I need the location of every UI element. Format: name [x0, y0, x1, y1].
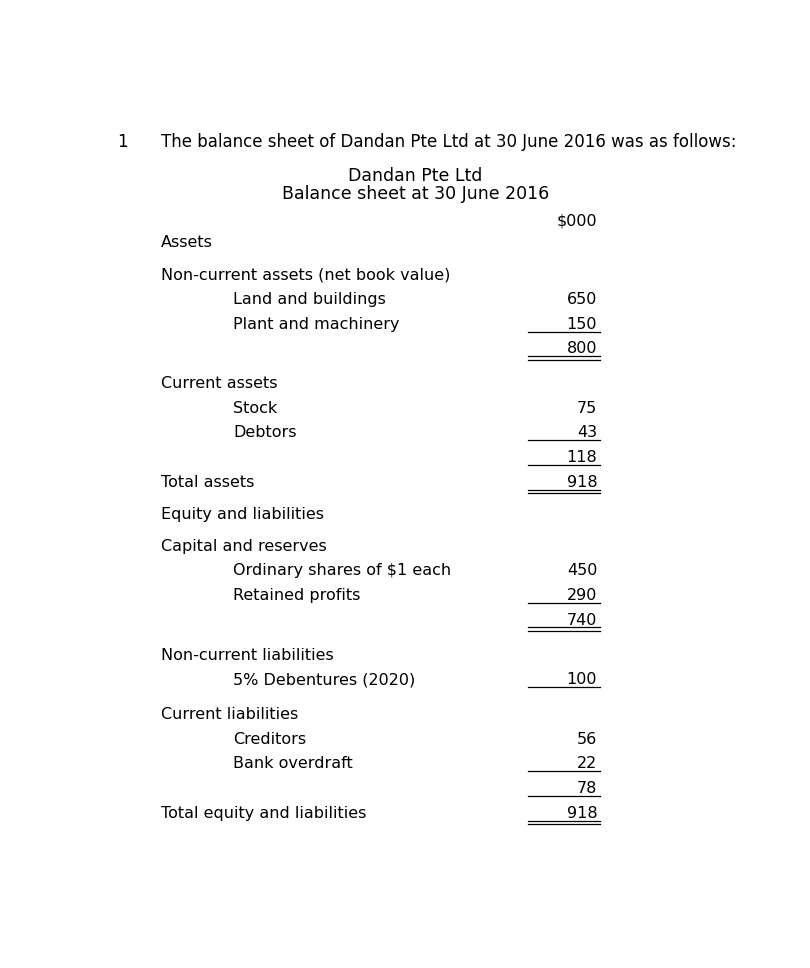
Text: Non-current assets (net book value): Non-current assets (net book value) — [161, 267, 450, 283]
Text: 1: 1 — [117, 133, 127, 151]
Text: Creditors: Creditors — [233, 732, 306, 747]
Text: 43: 43 — [577, 426, 597, 440]
Text: 650: 650 — [567, 292, 597, 307]
Text: 100: 100 — [567, 672, 597, 687]
Text: Debtors: Debtors — [233, 426, 296, 440]
Text: The balance sheet of Dandan Pte Ltd at 30 June 2016 was as follows:: The balance sheet of Dandan Pte Ltd at 3… — [161, 133, 736, 151]
Text: Stock: Stock — [233, 401, 277, 416]
Text: 918: 918 — [566, 474, 597, 490]
Text: Non-current liabilities: Non-current liabilities — [161, 648, 334, 663]
Text: Total equity and liabilities: Total equity and liabilities — [161, 805, 366, 821]
Text: Land and buildings: Land and buildings — [233, 292, 386, 307]
Text: Ordinary shares of $1 each: Ordinary shares of $1 each — [233, 563, 451, 578]
Text: Current liabilities: Current liabilities — [161, 708, 298, 722]
Text: Assets: Assets — [161, 235, 213, 251]
Text: Equity and liabilities: Equity and liabilities — [161, 506, 324, 522]
Text: 5% Debentures (2020): 5% Debentures (2020) — [233, 672, 416, 687]
Text: 450: 450 — [567, 563, 597, 578]
Text: 118: 118 — [566, 450, 597, 465]
Text: Retained profits: Retained profits — [233, 588, 360, 603]
Text: 22: 22 — [577, 756, 597, 771]
Text: Bank overdraft: Bank overdraft — [233, 756, 353, 771]
Text: Capital and reserves: Capital and reserves — [161, 539, 326, 554]
Text: Plant and machinery: Plant and machinery — [233, 317, 399, 332]
Text: 290: 290 — [567, 588, 597, 603]
Text: Total assets: Total assets — [161, 474, 254, 490]
Text: 75: 75 — [577, 401, 597, 416]
Text: Dandan Pte Ltd: Dandan Pte Ltd — [348, 166, 482, 185]
Text: $000: $000 — [556, 213, 597, 228]
Text: 78: 78 — [577, 781, 597, 796]
Text: Current assets: Current assets — [161, 377, 277, 391]
Text: 56: 56 — [577, 732, 597, 747]
Text: 150: 150 — [567, 317, 597, 332]
Text: Balance sheet at 30 June 2016: Balance sheet at 30 June 2016 — [282, 185, 548, 202]
Text: 800: 800 — [567, 342, 597, 356]
Text: 740: 740 — [567, 613, 597, 627]
Text: 918: 918 — [566, 805, 597, 821]
